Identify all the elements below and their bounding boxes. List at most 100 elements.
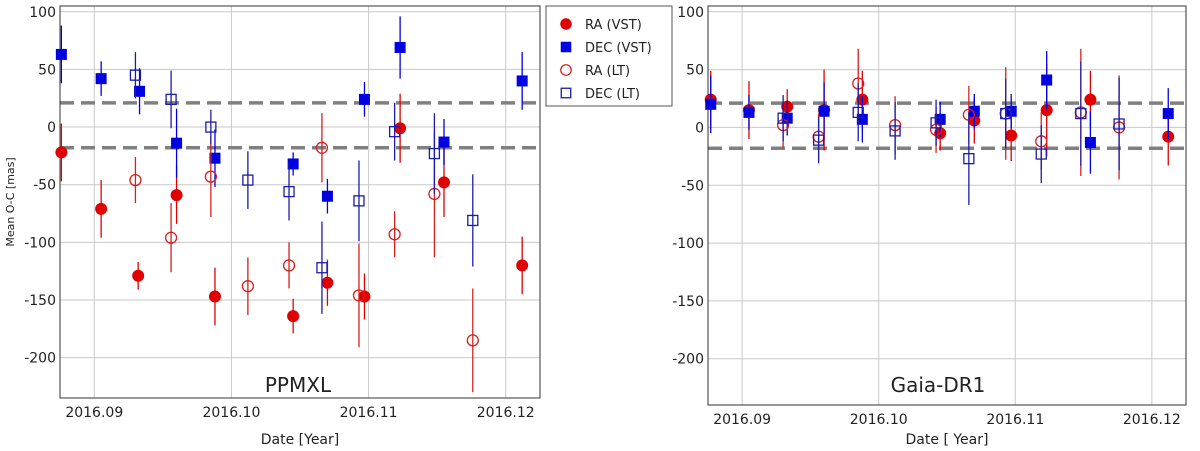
- y-tick-label: -50: [33, 178, 56, 194]
- data-point: [241, 280, 255, 293]
- legend: RA (VST) DEC (VST) RA (LT) DEC (LT): [545, 5, 673, 107]
- data-point: [352, 289, 366, 302]
- legend-marker: [560, 87, 572, 99]
- data-point: [321, 190, 333, 202]
- data-point: [743, 106, 755, 118]
- y-tick-label: -150: [24, 293, 56, 309]
- data-point: [132, 269, 145, 282]
- data-point: [287, 310, 300, 323]
- series-dec-vst: [705, 51, 1174, 174]
- x-tick-label: 2016.09: [65, 405, 123, 421]
- data-point: [316, 262, 328, 274]
- data-point: [134, 85, 146, 97]
- data-point: [242, 174, 254, 186]
- x-tick-label: 2016.09: [713, 412, 771, 428]
- y-tick-label: -200: [24, 351, 56, 367]
- legend-label: RA (LT): [585, 64, 630, 79]
- data-point: [1000, 107, 1012, 120]
- data-point: [171, 137, 183, 149]
- grid: [708, 6, 1186, 405]
- legend-marker: [560, 18, 572, 30]
- data-point: [1084, 93, 1097, 106]
- data-point: [358, 93, 370, 105]
- y-tick-label: 50: [38, 62, 56, 78]
- data-point: [95, 73, 107, 85]
- x-tick-label: 2016.11: [986, 412, 1044, 428]
- series-dec-lt: [129, 52, 479, 314]
- plot-frame: [707, 5, 1187, 406]
- y-axis-title: Mean O-C [mas]: [4, 157, 17, 246]
- data-point: [777, 112, 789, 124]
- legend-marker: [560, 41, 572, 53]
- panel-title: Gaia-DR1: [891, 373, 986, 397]
- data-point: [1084, 136, 1096, 148]
- x-tick-label: 2016.12: [1123, 412, 1181, 428]
- series-ra-lt: [129, 113, 479, 393]
- data-point: [282, 259, 296, 272]
- data-point: [55, 146, 68, 159]
- y-tick-label: 0: [695, 120, 704, 136]
- legend-label: DEC (VST): [585, 41, 652, 56]
- x-axis-title: Date [Year]: [261, 432, 339, 448]
- data-point: [283, 185, 295, 198]
- ppmxl-panel: 2016.09 2016.10 2016.11 2016.12 100 50 0 -50 -10…: [4, 5, 541, 448]
- data-point: [205, 121, 217, 133]
- data-point: [428, 147, 441, 160]
- panel-title: PPMXL: [265, 373, 332, 397]
- x-tick-label: 2016.10: [850, 412, 908, 428]
- data-point: [1113, 118, 1125, 130]
- series-ra-vst: [55, 93, 529, 334]
- data-point: [129, 173, 142, 187]
- data-point: [438, 136, 450, 148]
- y-tick-label: -50: [681, 178, 704, 194]
- y-tick-label: -100: [672, 236, 704, 252]
- data-point: [95, 202, 108, 215]
- data-point: [1005, 129, 1018, 142]
- data-point: [321, 276, 334, 289]
- x-tick-label: 2016.12: [477, 405, 535, 421]
- data-point: [208, 290, 221, 303]
- data-point: [170, 189, 183, 202]
- x-axis-title: Date [ Year]: [906, 432, 989, 448]
- y-tick-label: 100: [677, 5, 704, 21]
- y-tick-label: 100: [29, 5, 56, 21]
- gaia-dr1-panel: 2016.09 2016.10 2016.11 2016.12 100 50 0 -50 -10…: [672, 5, 1187, 448]
- data-point: [705, 98, 717, 110]
- series-ra-lt: [776, 48, 1126, 180]
- data-point: [1075, 107, 1087, 120]
- data-point: [209, 152, 221, 164]
- data-point: [287, 158, 299, 170]
- data-point: [315, 141, 329, 154]
- y-tick-label: 0: [47, 120, 56, 136]
- x-tick-label: 2016.10: [202, 405, 260, 421]
- data-point: [516, 259, 529, 272]
- data-point: [1162, 108, 1174, 120]
- data-point: [812, 134, 825, 146]
- x-tick-label: 2016.11: [340, 405, 398, 421]
- data-point: [164, 231, 178, 244]
- data-point: [963, 153, 975, 165]
- y-tick-label: -150: [672, 294, 704, 310]
- data-point: [55, 48, 67, 60]
- data-point: [516, 75, 528, 87]
- data-point: [852, 106, 864, 119]
- data-point: [394, 42, 406, 54]
- y-tick-label: -100: [24, 235, 56, 251]
- data-point: [129, 69, 142, 81]
- data-point: [1041, 74, 1053, 86]
- data-point: [388, 228, 401, 241]
- data-point: [353, 195, 365, 207]
- legend-label: RA (VST): [585, 18, 642, 33]
- data-point: [930, 117, 942, 129]
- data-point: [856, 113, 868, 125]
- series-dec-lt: [777, 61, 1125, 205]
- plot-frame: [59, 5, 541, 399]
- series-dec-vst: [55, 16, 528, 214]
- legend-label: DEC (LT): [585, 87, 640, 102]
- y-tick-label: -200: [672, 352, 704, 368]
- data-point: [165, 93, 177, 106]
- y-tick-label: 50: [686, 63, 704, 79]
- data-point: [388, 126, 401, 138]
- data-point: [818, 105, 830, 117]
